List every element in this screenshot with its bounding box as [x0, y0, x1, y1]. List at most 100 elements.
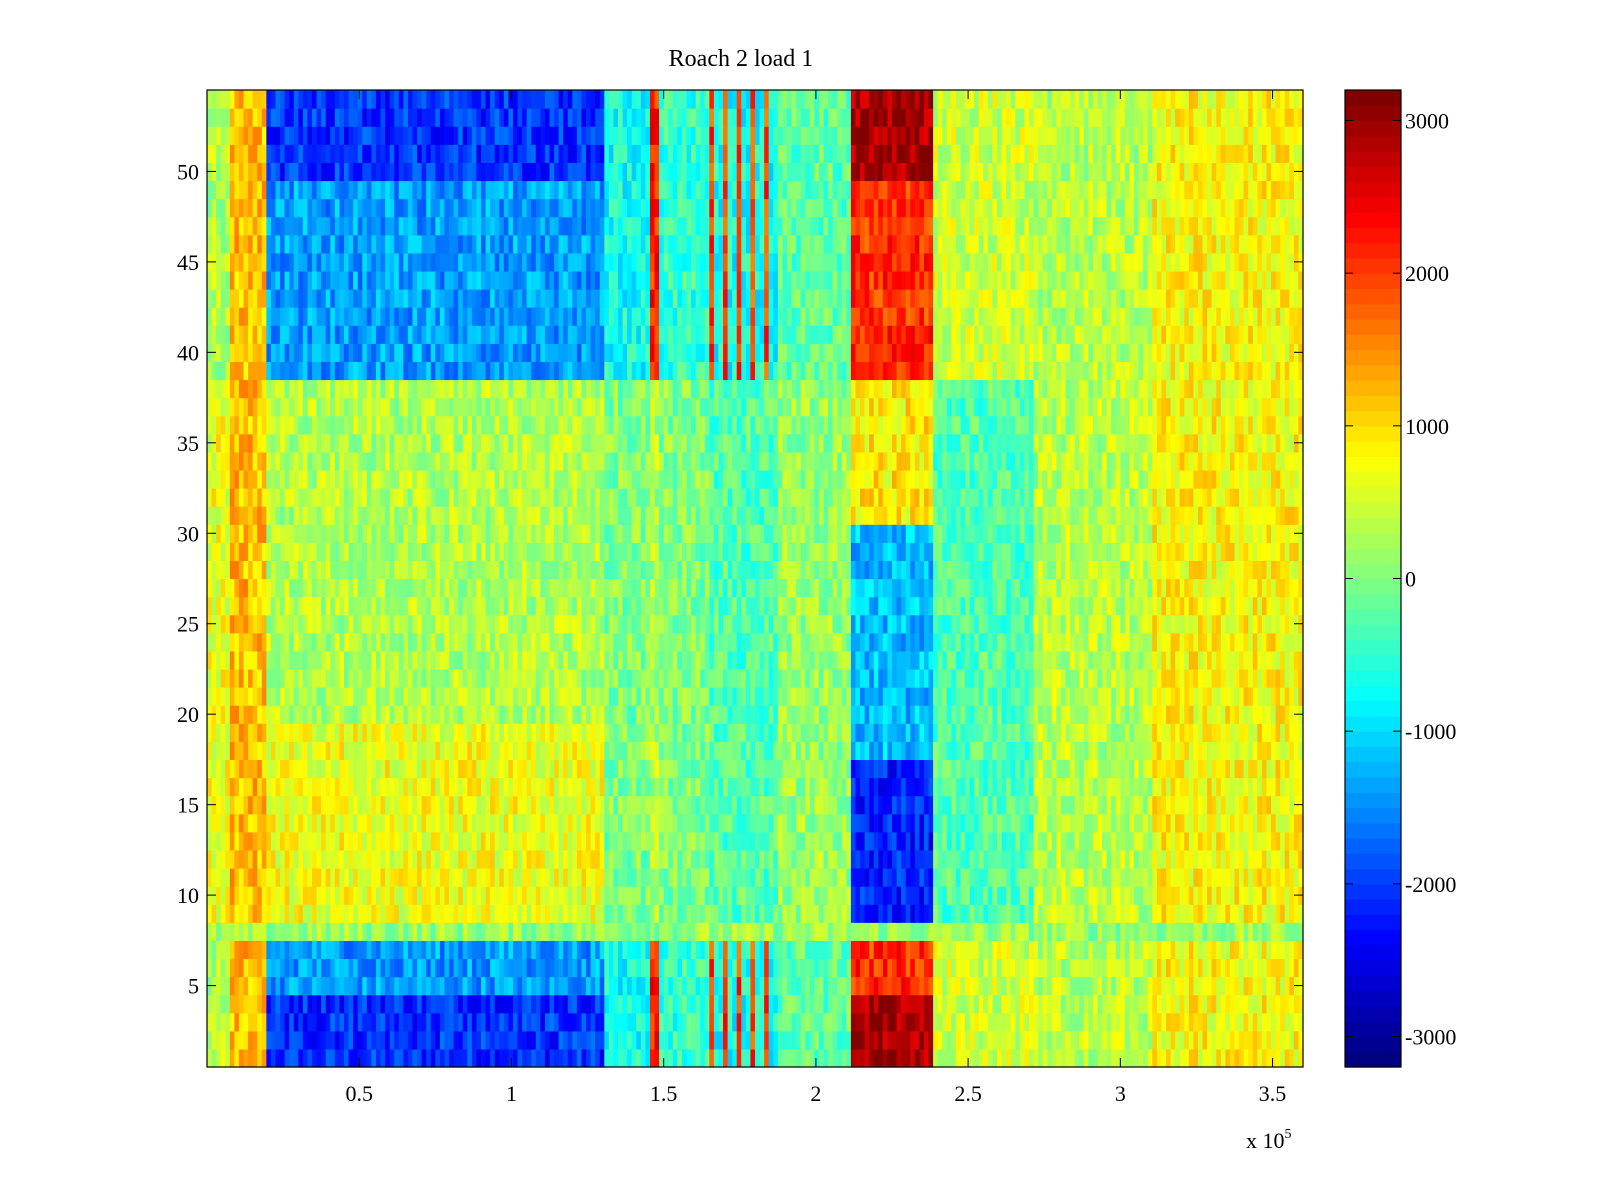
heatmap-cell	[618, 705, 624, 724]
heatmap-cell	[786, 976, 793, 996]
heatmap-cell	[905, 741, 911, 761]
heatmap-cell	[1289, 1030, 1295, 1050]
heatmap-cell	[330, 886, 336, 905]
heatmap-cell	[768, 994, 774, 1014]
heatmap-cell	[471, 831, 478, 851]
heatmap-cell	[951, 994, 957, 1014]
heatmap-cell	[576, 976, 583, 996]
heatmap-cell	[261, 976, 267, 996]
heatmap-cell	[1115, 831, 1121, 851]
heatmap-cell	[800, 777, 806, 797]
heatmap-cell	[307, 867, 313, 887]
heatmap-cell	[220, 849, 226, 869]
heatmap-cell	[572, 976, 578, 996]
heatmap-cell	[211, 904, 217, 923]
heatmap-cell	[325, 904, 331, 923]
heatmap-cell	[421, 886, 427, 905]
heatmap-cell	[892, 687, 898, 706]
heatmap-cell	[668, 705, 674, 724]
heatmap-cell	[814, 958, 820, 978]
heatmap-cell	[407, 867, 414, 887]
heatmap-cell	[512, 976, 519, 996]
heatmap-cell	[809, 867, 815, 887]
heatmap-cell	[389, 994, 395, 1014]
heatmap-cell	[695, 958, 701, 978]
heatmap-cell	[1088, 940, 1094, 960]
heatmap-cell	[645, 958, 651, 978]
heatmap-cell	[736, 886, 742, 905]
heatmap-cell	[1024, 795, 1030, 815]
heatmap-cell	[211, 958, 217, 978]
heatmap-cell	[955, 886, 962, 905]
heatmap-cell	[850, 687, 857, 706]
heatmap-cell	[1051, 705, 1057, 724]
heatmap-cell	[1275, 904, 1281, 923]
heatmap-cell	[1271, 886, 1277, 905]
heatmap-cell	[709, 705, 715, 724]
heatmap-cell	[494, 1012, 500, 1032]
heatmap-cell	[709, 958, 715, 978]
heatmap-cell	[389, 777, 395, 797]
heatmap-cell	[494, 922, 500, 941]
heatmap-cell	[1220, 723, 1226, 742]
heatmap-cell	[1111, 976, 1117, 996]
heatmap-cell	[1147, 922, 1153, 941]
heatmap-cell	[371, 904, 377, 923]
heatmap-cell	[992, 867, 998, 887]
heatmap-cell	[796, 867, 802, 887]
heatmap-cell	[302, 723, 309, 742]
heatmap-cell	[544, 687, 551, 706]
heatmap-cell	[892, 958, 898, 978]
heatmap-cell	[1239, 1012, 1245, 1032]
heatmap-cell	[837, 1030, 843, 1050]
heatmap-cell	[755, 723, 761, 742]
heatmap-cell	[307, 976, 313, 996]
heatmap-cell	[407, 741, 414, 761]
heatmap-cell	[357, 759, 363, 779]
heatmap-cell	[252, 886, 258, 905]
heatmap-cell	[905, 687, 911, 706]
heatmap-cell	[955, 976, 962, 996]
heatmap-cell	[1170, 813, 1176, 833]
heatmap-cell	[586, 1030, 592, 1050]
heatmap-cell	[1124, 886, 1131, 905]
heatmap-cell	[426, 922, 432, 941]
heatmap-cell	[1115, 741, 1121, 761]
heatmap-cell	[535, 1048, 541, 1068]
heatmap-cell	[266, 1048, 272, 1068]
heatmap-cell	[1138, 795, 1144, 815]
heatmap-cell	[987, 922, 994, 941]
heatmap-cell	[777, 795, 783, 815]
heatmap-cell	[385, 904, 391, 923]
heatmap-cell	[362, 831, 368, 851]
heatmap-cell	[1193, 976, 1199, 996]
heatmap-cell	[1083, 741, 1089, 761]
heatmap-cell	[663, 940, 669, 960]
heatmap-cell	[668, 759, 674, 779]
heatmap-cell	[366, 705, 372, 724]
heatmap-cell	[339, 813, 345, 833]
heatmap-cell	[1266, 813, 1272, 833]
heatmap-cell	[791, 813, 797, 833]
heatmap-cell	[1284, 759, 1290, 779]
heatmap-cell	[942, 1048, 948, 1068]
heatmap-cell	[586, 922, 592, 941]
heatmap-cell	[764, 904, 770, 923]
heatmap-cell	[485, 795, 491, 815]
heatmap-cell	[1284, 777, 1290, 797]
heatmap-cell	[1197, 922, 1204, 941]
heatmap-cell	[375, 795, 382, 815]
heatmap-cell	[1088, 958, 1094, 978]
heatmap-cell	[503, 1030, 509, 1050]
heatmap-cell	[755, 940, 761, 960]
heatmap-cell	[978, 904, 984, 923]
heatmap-cell	[818, 705, 825, 724]
heatmap-cell	[1248, 904, 1254, 923]
heatmap-cell	[426, 976, 432, 996]
heatmap-cell	[298, 777, 304, 797]
heatmap-cell	[535, 867, 541, 887]
heatmap-cell	[955, 1012, 962, 1032]
heatmap-cell	[243, 1048, 249, 1068]
heatmap-cell	[782, 1012, 788, 1032]
heatmap-cell	[1239, 1030, 1245, 1050]
